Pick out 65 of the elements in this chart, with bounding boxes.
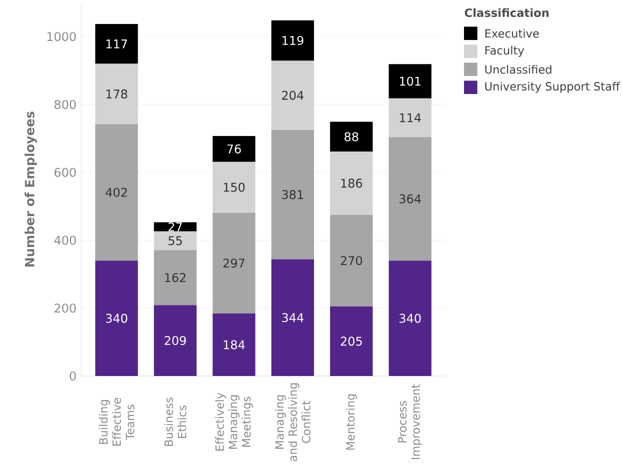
data-label: 150: [224, 182, 245, 192]
bar: [212, 212, 256, 314]
data-label: 381: [282, 190, 304, 200]
data-label: 340: [400, 314, 421, 323]
data-label: 119: [282, 36, 304, 46]
bar: [330, 122, 373, 152]
bar: [212, 162, 256, 213]
legend-label: University Support Staff: [485, 82, 620, 93]
data-label: 55: [168, 236, 182, 246]
data-label: 186: [341, 178, 362, 188]
data-label: 117: [106, 40, 127, 48]
legend-title: Classification: [464, 8, 549, 18]
data-label: 205: [340, 336, 362, 346]
data-label: 270: [340, 256, 362, 266]
bar: [388, 98, 432, 138]
bar: [212, 314, 256, 376]
data-label: 101: [400, 76, 420, 86]
data-label: 204: [282, 90, 304, 100]
bar: [330, 152, 373, 215]
x-tick-label: Building Effective Teams: [98, 398, 134, 446]
data-label: 88: [344, 132, 358, 142]
y-tick-label: 0: [70, 371, 76, 381]
data-label: 184: [224, 340, 245, 350]
bar: [388, 137, 432, 261]
x-tick-label: Effectively Managing Meetings: [215, 392, 253, 451]
data-label: 344: [282, 313, 304, 322]
x-tick-label: Managing and Resolving Conflict: [274, 383, 310, 462]
bar: [95, 260, 138, 376]
x-tick-label: Business Ethics: [164, 398, 186, 446]
data-label: 27: [168, 222, 182, 232]
bar: [95, 24, 138, 64]
bar: [330, 306, 373, 376]
bar: [95, 64, 138, 124]
bar: [154, 250, 197, 306]
data-label: 114: [400, 113, 421, 122]
data-label: 364: [400, 194, 421, 204]
bar: [154, 231, 197, 250]
x-tick-label: Process Improvement: [398, 384, 422, 460]
bar: [212, 136, 256, 162]
bar: [154, 305, 197, 376]
y-tick-label: 1000: [47, 32, 76, 42]
bar: [271, 259, 314, 376]
data-label: 340: [106, 314, 128, 323]
legend-label: Faculty: [485, 46, 524, 57]
data-label: 162: [165, 273, 186, 282]
y-axis-title: Number of Employees: [24, 112, 37, 267]
data-label: 209: [164, 336, 186, 346]
bar: [271, 130, 314, 260]
data-label: 76: [227, 144, 241, 154]
legend-label: Unclassified: [485, 64, 552, 74]
bar: [271, 20, 314, 61]
bar: [388, 64, 432, 98]
bar: [95, 124, 138, 261]
data-label: 297: [223, 258, 244, 268]
bar: [330, 214, 373, 306]
data-label: 178: [106, 89, 128, 98]
legend-label: Executive: [485, 28, 539, 38]
data-label: 402: [106, 188, 127, 197]
y-tick-label: 800: [54, 100, 76, 110]
y-tick-label: 200: [54, 304, 76, 313]
bar: [271, 60, 314, 130]
y-tick-label: 400: [54, 236, 76, 245]
y-tick-label: 600: [54, 168, 76, 177]
bar: [388, 260, 432, 376]
x-tick-label: Mentoring: [346, 394, 357, 450]
